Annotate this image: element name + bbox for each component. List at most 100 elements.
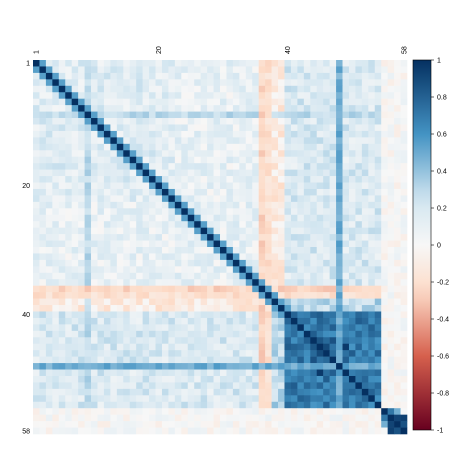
heatmap-cell — [155, 105, 163, 112]
heatmap-cell — [110, 130, 118, 138]
heatmap-cell — [181, 85, 189, 93]
heatmap-cell — [368, 253, 376, 261]
heatmap-cell — [129, 259, 137, 267]
heatmap-cell — [368, 79, 376, 87]
heatmap-cell — [149, 247, 156, 254]
heatmap-cell — [226, 343, 234, 351]
heatmap-cell — [78, 118, 85, 125]
heatmap-cell — [136, 337, 143, 345]
heatmap-cell — [355, 176, 363, 183]
heatmap-cell — [271, 375, 279, 383]
heatmap-cell — [323, 421, 330, 428]
heatmap-cell — [278, 85, 285, 93]
heatmap-cell — [381, 395, 388, 403]
heatmap-cell — [71, 305, 79, 312]
heatmap-cell — [65, 356, 72, 364]
heatmap-cell — [374, 317, 382, 325]
heatmap-cell — [110, 298, 118, 306]
heatmap-cell — [310, 188, 318, 196]
heatmap-cell — [368, 311, 376, 319]
heatmap-cell — [52, 118, 60, 125]
heatmap-cell — [142, 408, 150, 415]
heatmap-cell — [78, 324, 85, 332]
heatmap-cell — [149, 60, 156, 67]
heatmap-cell — [58, 266, 66, 274]
heatmap-cell — [39, 111, 47, 119]
heatmap-cell — [123, 253, 131, 261]
heatmap-cell — [342, 337, 350, 345]
heatmap-cell — [200, 330, 208, 338]
heatmap-cell — [271, 130, 279, 138]
heatmap-cell — [232, 324, 240, 332]
heatmap-cell — [342, 188, 350, 196]
heatmap-cell — [187, 221, 195, 228]
heatmap-cell — [213, 363, 221, 370]
heatmap-cell — [239, 427, 247, 435]
heatmap-cell — [181, 221, 189, 228]
heatmap-cell — [52, 395, 60, 403]
heatmap-cell — [290, 369, 298, 377]
heatmap-cell — [271, 298, 279, 306]
heatmap-cell — [84, 337, 92, 345]
heatmap-cell — [252, 363, 259, 370]
heatmap-cell — [284, 188, 292, 196]
heatmap-cell — [207, 85, 214, 93]
heatmap-cell — [342, 253, 350, 261]
heatmap-cell — [123, 350, 131, 357]
heatmap-cell — [342, 98, 350, 106]
heatmap-cell — [400, 72, 408, 80]
heatmap-cell — [310, 143, 318, 151]
heatmap-cell — [65, 124, 72, 132]
heatmap-cell — [194, 208, 201, 216]
heatmap-cell — [52, 66, 60, 74]
heatmap-cell — [239, 292, 247, 299]
heatmap-cell — [348, 317, 356, 325]
heatmap-cell — [213, 182, 221, 190]
colorbar-tick-label: -0.6 — [437, 354, 449, 361]
heatmap-cell — [136, 259, 143, 267]
heatmap-cell — [103, 169, 111, 177]
heatmap-cell — [161, 317, 169, 325]
heatmap-cell — [232, 427, 240, 435]
heatmap-cell — [103, 221, 111, 228]
heatmap-cell — [200, 92, 208, 99]
heatmap-cell — [355, 130, 363, 138]
heatmap-cell — [394, 221, 401, 228]
heatmap-cell — [348, 292, 356, 299]
heatmap-cell — [136, 285, 143, 293]
heatmap-cell — [52, 214, 60, 222]
heatmap-cell — [245, 118, 253, 125]
heatmap-cell — [400, 188, 408, 196]
heatmap-cell — [149, 163, 156, 170]
heatmap-cell — [336, 350, 343, 357]
heatmap-cell — [200, 137, 208, 145]
heatmap-cell — [381, 130, 388, 138]
heatmap-cell — [400, 272, 408, 280]
heatmap-cell — [284, 240, 292, 248]
heatmap-cell — [161, 169, 169, 177]
x-tick-labels: 1 20 40 58 — [34, 46, 409, 54]
heatmap-cell — [200, 240, 208, 248]
heatmap-cell — [71, 395, 79, 403]
heatmap-cell — [226, 176, 234, 183]
heatmap-cell — [39, 188, 47, 196]
heatmap-cell — [355, 105, 363, 112]
heatmap-cell — [297, 124, 305, 132]
heatmap-cell — [245, 369, 253, 377]
heatmap-cell — [168, 124, 176, 132]
heatmap-cell — [284, 259, 292, 267]
heatmap-cell — [129, 150, 137, 158]
heatmap-cell — [348, 266, 356, 274]
heatmap-cell — [245, 208, 253, 216]
heatmap-cell — [58, 363, 66, 370]
heatmap-cell — [245, 408, 253, 415]
heatmap-cell — [213, 408, 221, 415]
heatmap-cell — [187, 188, 195, 196]
heatmap-cell — [103, 401, 111, 409]
heatmap-cell — [278, 311, 285, 319]
heatmap-cell — [213, 247, 221, 254]
heatmap-cell — [45, 137, 53, 145]
heatmap-cell — [400, 156, 408, 164]
heatmap-cell — [78, 395, 85, 403]
heatmap-cell — [58, 285, 66, 293]
